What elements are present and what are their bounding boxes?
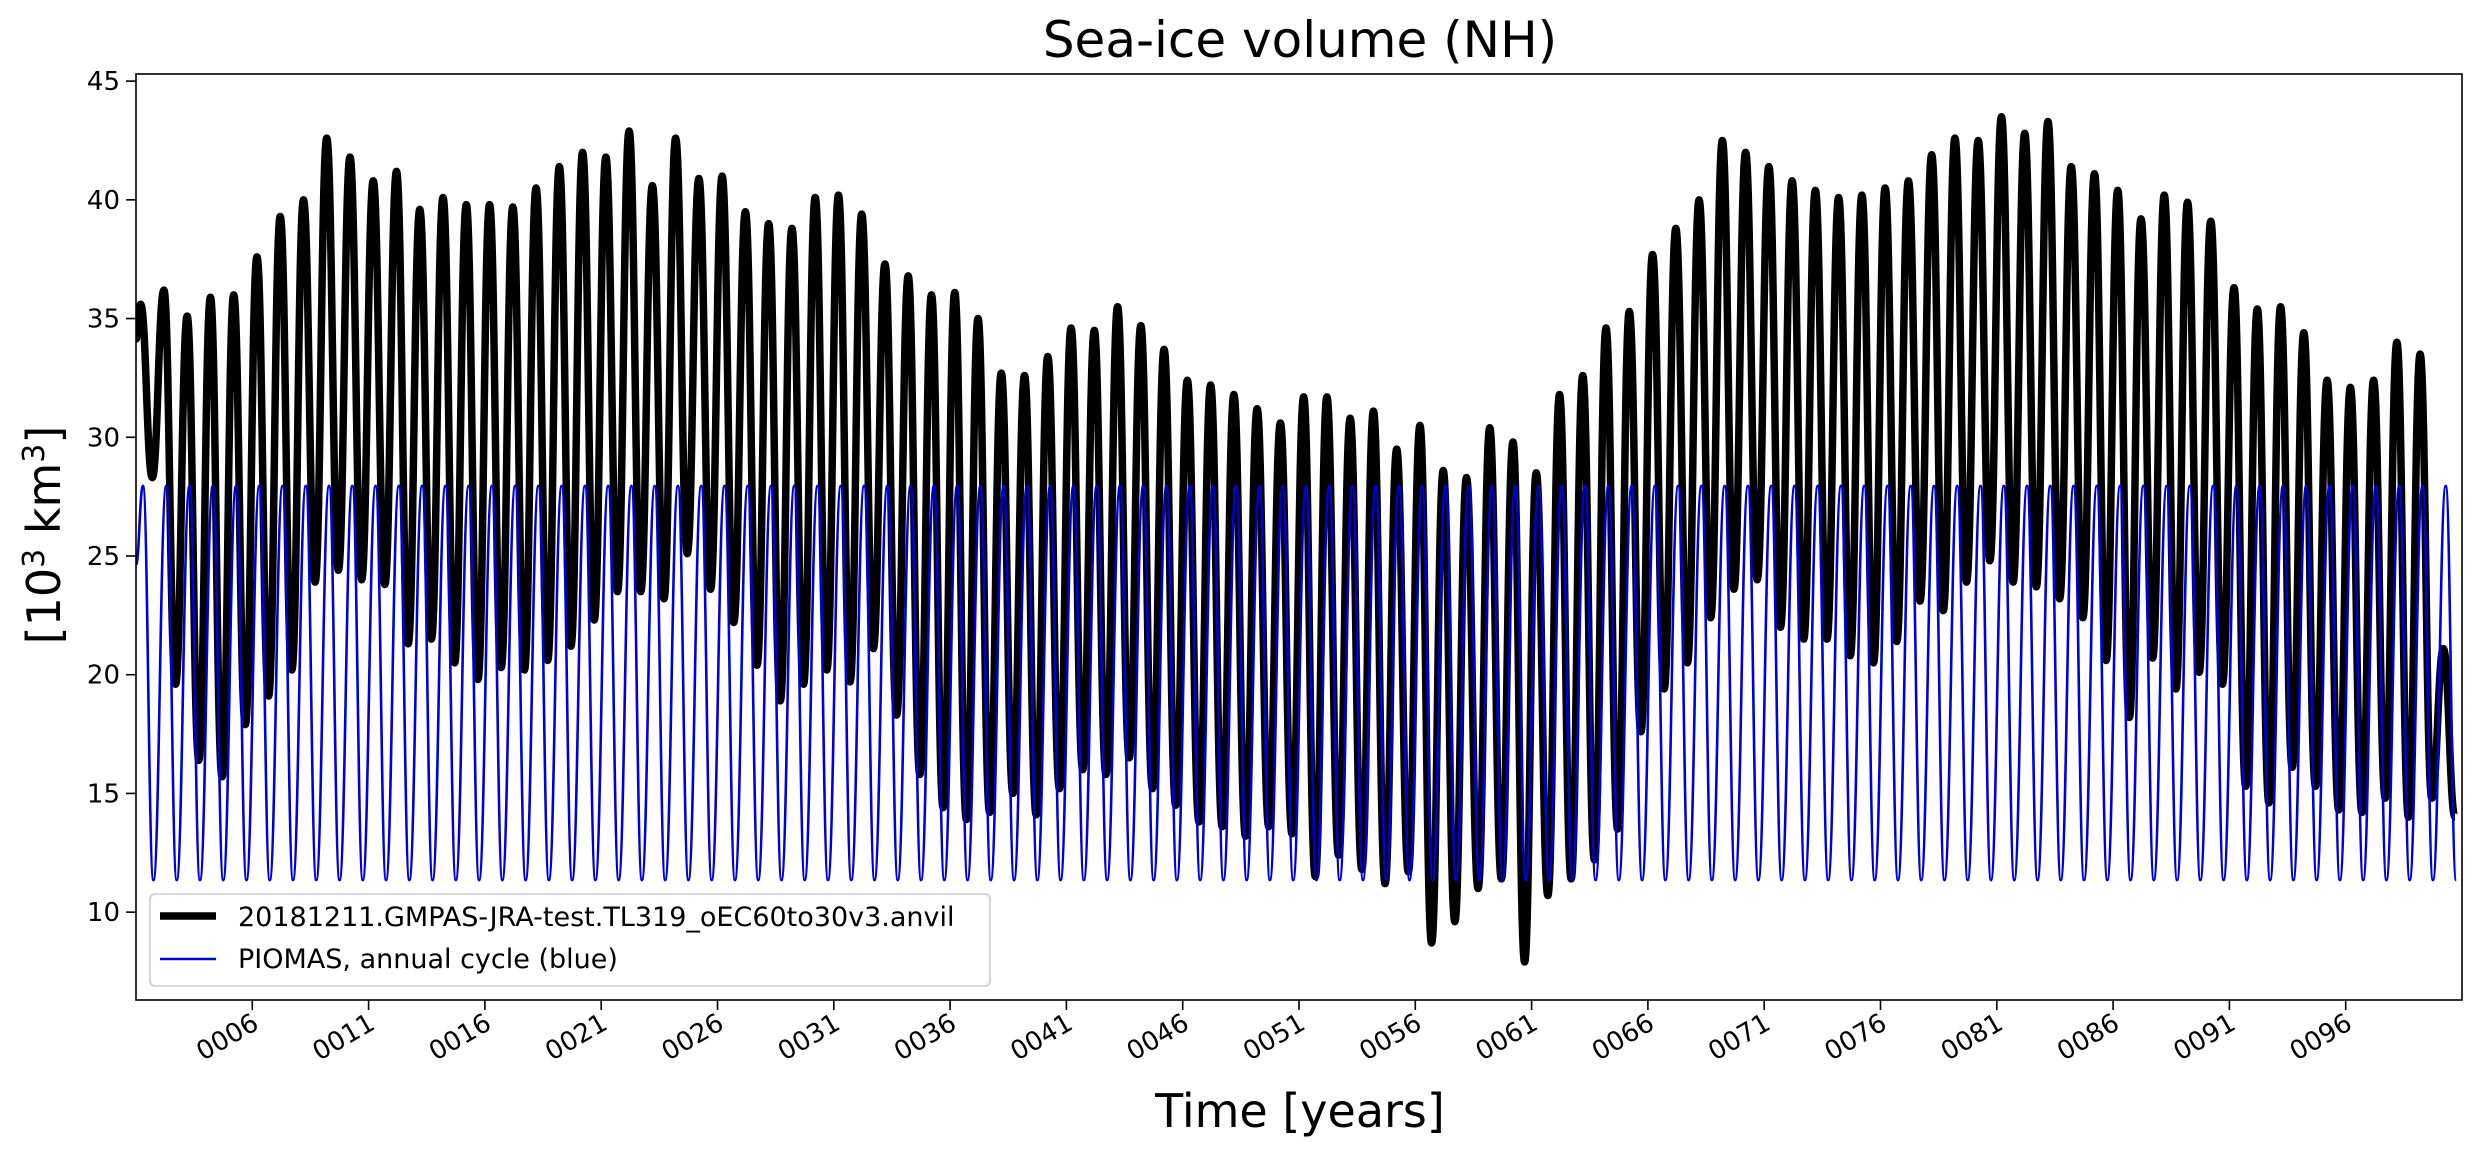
- x-tick-label: 0046: [1122, 1008, 1194, 1067]
- y-tick-label: 15: [87, 779, 120, 809]
- legend: 20181211.GMPAS-JRA-test.TL319_oEC60to30v…: [149, 893, 991, 987]
- y-tick-label: 35: [87, 305, 120, 335]
- y-tick-label: 40: [87, 186, 120, 216]
- x-axis: 0006 0011 0016 0021 0026 0031 0036 0041 0046 0051…: [191, 1000, 2357, 1067]
- series-line-blue: [136, 484, 2458, 882]
- y-axis: 10 15 20 25 30 35 40 45: [87, 67, 136, 928]
- x-tick-label: 0071: [1703, 1008, 1775, 1067]
- x-tick-label: 0081: [1936, 1008, 2008, 1067]
- series-layer: [136, 112, 2459, 966]
- legend-label-blue-series: PIOMAS, annual cycle (blue): [238, 944, 618, 975]
- x-tick-label: 0031: [773, 1008, 845, 1067]
- x-tick-label: 0026: [657, 1008, 729, 1067]
- x-tick-label: 0076: [1820, 1008, 1892, 1067]
- x-tick-label: 0021: [540, 1008, 612, 1067]
- x-tick-label: 0016: [424, 1008, 496, 1067]
- y-axis-label: [103 km3]: [17, 426, 71, 645]
- x-tick-label: 0096: [2285, 1008, 2357, 1067]
- y-tick-label: 10: [87, 898, 120, 928]
- y-tick-label: 30: [87, 423, 120, 453]
- x-tick-label: 0056: [1354, 1008, 1426, 1067]
- legend-label-black-series: 20181211.GMPAS-JRA-test.TL319_oEC60to30v…: [238, 902, 955, 933]
- x-tick-label: 0051: [1238, 1008, 1310, 1067]
- chart-title: Sea-ice volume (NH): [1043, 11, 1557, 69]
- y-tick-label: 20: [87, 661, 120, 691]
- x-tick-label: 0086: [2052, 1008, 2124, 1067]
- x-tick-label: 0066: [1587, 1008, 1659, 1067]
- legend-box: [149, 893, 991, 987]
- x-tick-label: 0036: [889, 1008, 961, 1067]
- x-tick-label: 0006: [191, 1008, 263, 1067]
- y-tick-label: 45: [87, 67, 120, 97]
- x-tick-label: 0061: [1471, 1008, 1543, 1067]
- y-tick-label: 25: [87, 542, 120, 572]
- series-line-black: [136, 112, 2459, 966]
- x-tick-label: 0091: [2169, 1008, 2241, 1067]
- x-tick-label: 0011: [308, 1008, 380, 1067]
- x-tick-label: 0041: [1006, 1008, 1078, 1067]
- x-axis-label: Time [years]: [1154, 1084, 1445, 1138]
